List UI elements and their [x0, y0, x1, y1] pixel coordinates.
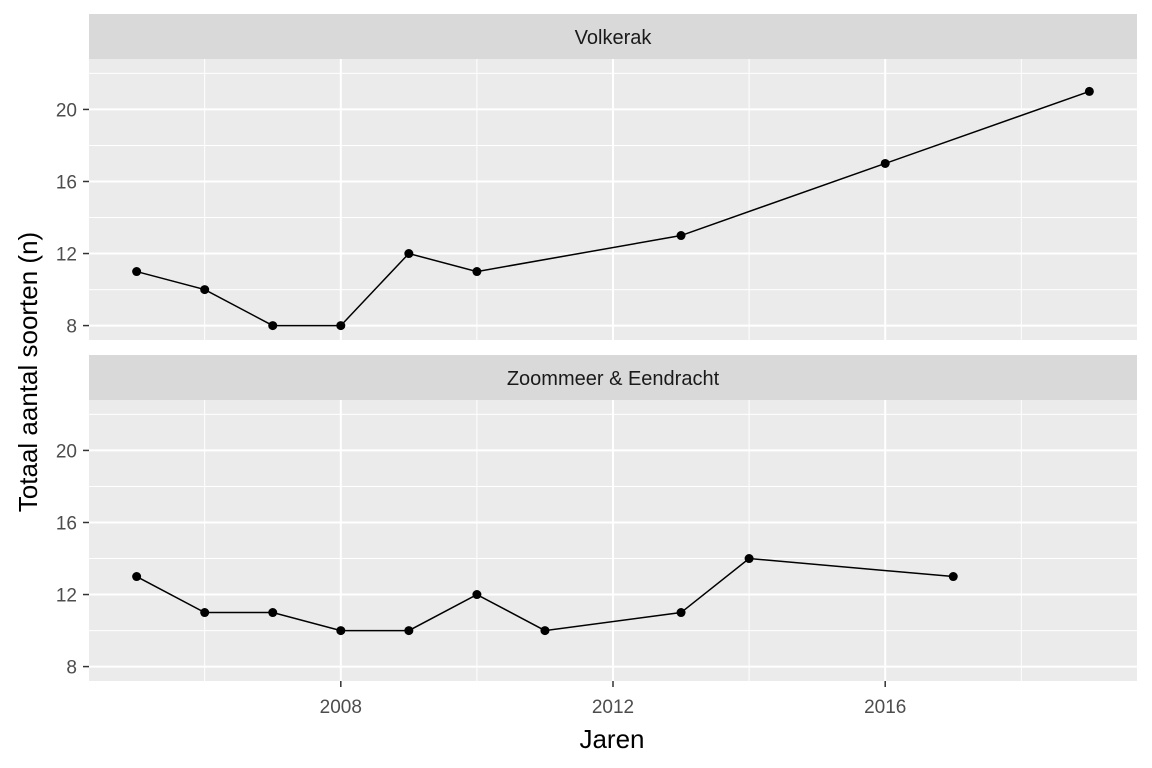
data-point: [404, 626, 414, 636]
facet-strip: [89, 355, 1137, 400]
facet-strip-label: Zoommeer & Eendracht: [507, 368, 720, 390]
facet-strip-label: Volkerak: [575, 27, 653, 49]
data-point: [676, 608, 686, 618]
y-axis-title: Totaal aantal soorten (n): [13, 232, 43, 512]
data-point: [472, 267, 482, 277]
data-point: [948, 572, 958, 582]
x-tick-label: 2012: [592, 697, 634, 718]
y-tick-label: 20: [56, 441, 77, 462]
y-tick-label: 8: [66, 658, 77, 679]
data-point: [336, 321, 346, 331]
data-point: [472, 590, 482, 600]
series-line: [136, 557, 954, 632]
facet-strip: [89, 14, 1137, 59]
y-tick-label: 16: [56, 513, 77, 534]
y-tick-label: 8: [66, 317, 77, 338]
y-tick-label: 16: [56, 172, 77, 193]
data-point: [744, 554, 754, 564]
x-tick-label: 2008: [320, 697, 362, 718]
x-axis-title: Jaren: [579, 724, 644, 754]
data-point: [1084, 86, 1094, 96]
facet-panel: Volkerak 8 12 16 20: [56, 14, 1137, 340]
y-tick-label: 20: [56, 100, 77, 121]
data-point: [268, 321, 278, 331]
data-point: [880, 158, 890, 168]
data-point: [336, 626, 346, 636]
y-tick-label: 12: [56, 586, 77, 607]
data-point: [200, 608, 210, 618]
x-tick-label: 2016: [864, 697, 906, 718]
data-point: [540, 626, 550, 636]
data-point: [676, 231, 686, 241]
facet-panel: Zoommeer & Eendracht 8 12 16 20 2008 2012 2016: [56, 355, 1137, 718]
data-point: [404, 249, 414, 259]
panels-layer: Volkerak 8 12 16 20 Zoommeer & Eendracht 8 12 16…: [56, 14, 1137, 718]
data-point: [268, 608, 278, 618]
data-point: [132, 572, 142, 582]
data-point: [200, 285, 210, 295]
y-tick-label: 12: [56, 245, 77, 266]
data-point: [132, 267, 142, 277]
